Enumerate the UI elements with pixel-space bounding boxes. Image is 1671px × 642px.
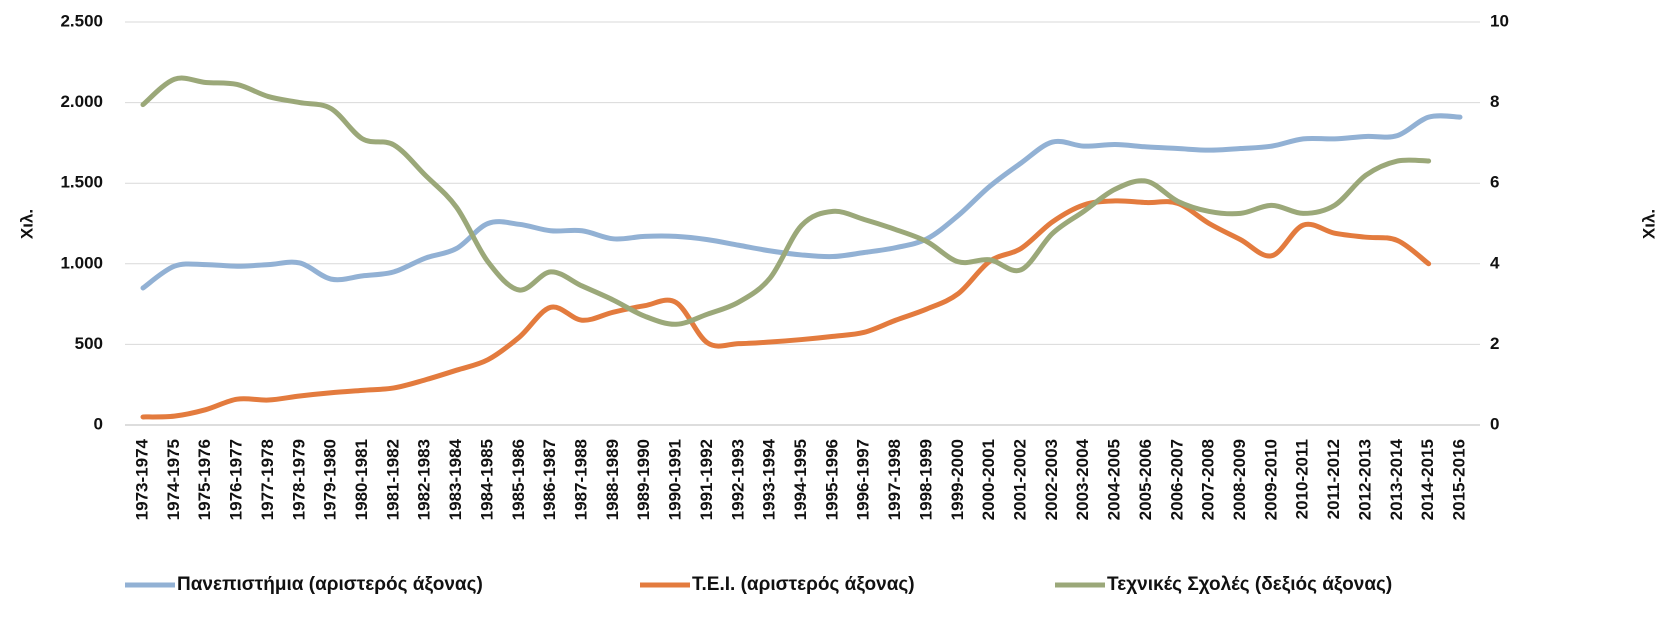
x-tick-label: 1985-1986 bbox=[509, 439, 528, 520]
x-tick-label: 1984-1985 bbox=[477, 439, 496, 520]
x-tick-label: 1987-1988 bbox=[571, 439, 590, 520]
x-tick-label: 1976-1977 bbox=[227, 439, 246, 520]
y2-tick-label: 10 bbox=[1490, 11, 1509, 30]
x-tick-label: 2006-2007 bbox=[1167, 439, 1186, 520]
x-tick-label: 2004-2005 bbox=[1105, 439, 1124, 520]
y2-axis-label: Χιλ. bbox=[1639, 209, 1658, 239]
x-tick-label: 2013-2014 bbox=[1387, 438, 1406, 520]
x-tick-label: 2014-2015 bbox=[1418, 439, 1437, 520]
x-tick-label: 1993-1994 bbox=[760, 438, 779, 520]
x-tick-label: 1974-1975 bbox=[164, 439, 183, 520]
y2-tick-label: 8 bbox=[1490, 92, 1499, 111]
y-tick-label: 2.000 bbox=[60, 92, 103, 111]
y-tick-label: 0 bbox=[94, 414, 103, 433]
x-tick-label: 2009-2010 bbox=[1261, 439, 1280, 520]
x-tick-label: 2000-2001 bbox=[979, 439, 998, 520]
y-tick-label: 2.500 bbox=[60, 11, 103, 30]
y-tick-label: 1.000 bbox=[60, 253, 103, 272]
x-tick-label: 2007-2008 bbox=[1199, 439, 1218, 520]
legend-label: Πανεπιστήμια (αριστερός άξονας) bbox=[177, 574, 483, 595]
x-tick-label: 1992-1993 bbox=[728, 439, 747, 520]
x-tick-label: 2002-2003 bbox=[1042, 439, 1061, 520]
x-tick-label: 1998-1999 bbox=[916, 439, 935, 520]
x-tick-label: 1979-1980 bbox=[321, 439, 340, 520]
y2-tick-label: 2 bbox=[1490, 334, 1499, 353]
x-tick-label: 1989-1990 bbox=[634, 439, 653, 520]
x-tick-label: 2001-2002 bbox=[1010, 439, 1029, 520]
x-tick-label: 2015-2016 bbox=[1449, 439, 1468, 520]
y-axis-label: Χιλ. bbox=[17, 209, 36, 239]
x-tick-label: 1978-1979 bbox=[289, 439, 308, 520]
y2-tick-label: 0 bbox=[1490, 414, 1499, 433]
x-tick-label: 2008-2009 bbox=[1230, 439, 1249, 520]
x-tick-label: 1995-1996 bbox=[822, 439, 841, 520]
y-tick-label: 500 bbox=[75, 334, 103, 353]
line-series bbox=[140, 75, 1432, 327]
legend-label: Τεχνικές Σχολές (δεξιός άξονας) bbox=[1107, 574, 1392, 595]
legend-label: Τ.Ε.Ι. (αριστερός άξονας) bbox=[692, 574, 915, 595]
x-tick-label: 1994-1995 bbox=[791, 439, 810, 520]
x-tick-label: 1982-1983 bbox=[415, 439, 434, 520]
x-tick-label: 1973-1974 bbox=[132, 438, 151, 520]
x-tick-label: 2010-2011 bbox=[1293, 439, 1312, 519]
x-tick-label: 2005-2006 bbox=[1136, 439, 1155, 520]
x-tick-label: 2012-2013 bbox=[1355, 439, 1374, 520]
x-tick-label: 1980-1981 bbox=[352, 439, 371, 520]
x-tick-label: 2003-2004 bbox=[1073, 438, 1092, 520]
x-tick-label: 1983-1984 bbox=[446, 438, 465, 520]
x-tick-label: 1997-1998 bbox=[885, 439, 904, 520]
y2-tick-label: 6 bbox=[1490, 173, 1499, 192]
x-tick-label: 1975-1976 bbox=[195, 439, 214, 520]
x-tick-label: 1990-1991 bbox=[666, 439, 685, 520]
x-tick-label: 1981-1982 bbox=[383, 439, 402, 520]
x-tick-label: 1991-1992 bbox=[697, 439, 716, 520]
x-tick-label: 1986-1987 bbox=[540, 439, 559, 520]
y-tick-label: 1.500 bbox=[60, 173, 103, 192]
line-series bbox=[140, 113, 1463, 291]
line-series bbox=[140, 198, 1432, 420]
x-tick-label: 1999-2000 bbox=[948, 439, 967, 520]
x-tick-label: 1996-1997 bbox=[854, 439, 873, 520]
x-tick-label: 1977-1978 bbox=[258, 439, 277, 520]
x-tick-label: 2011-2012 bbox=[1324, 439, 1343, 519]
y2-tick-label: 4 bbox=[1490, 253, 1500, 272]
x-tick-label: 1988-1989 bbox=[603, 439, 622, 520]
